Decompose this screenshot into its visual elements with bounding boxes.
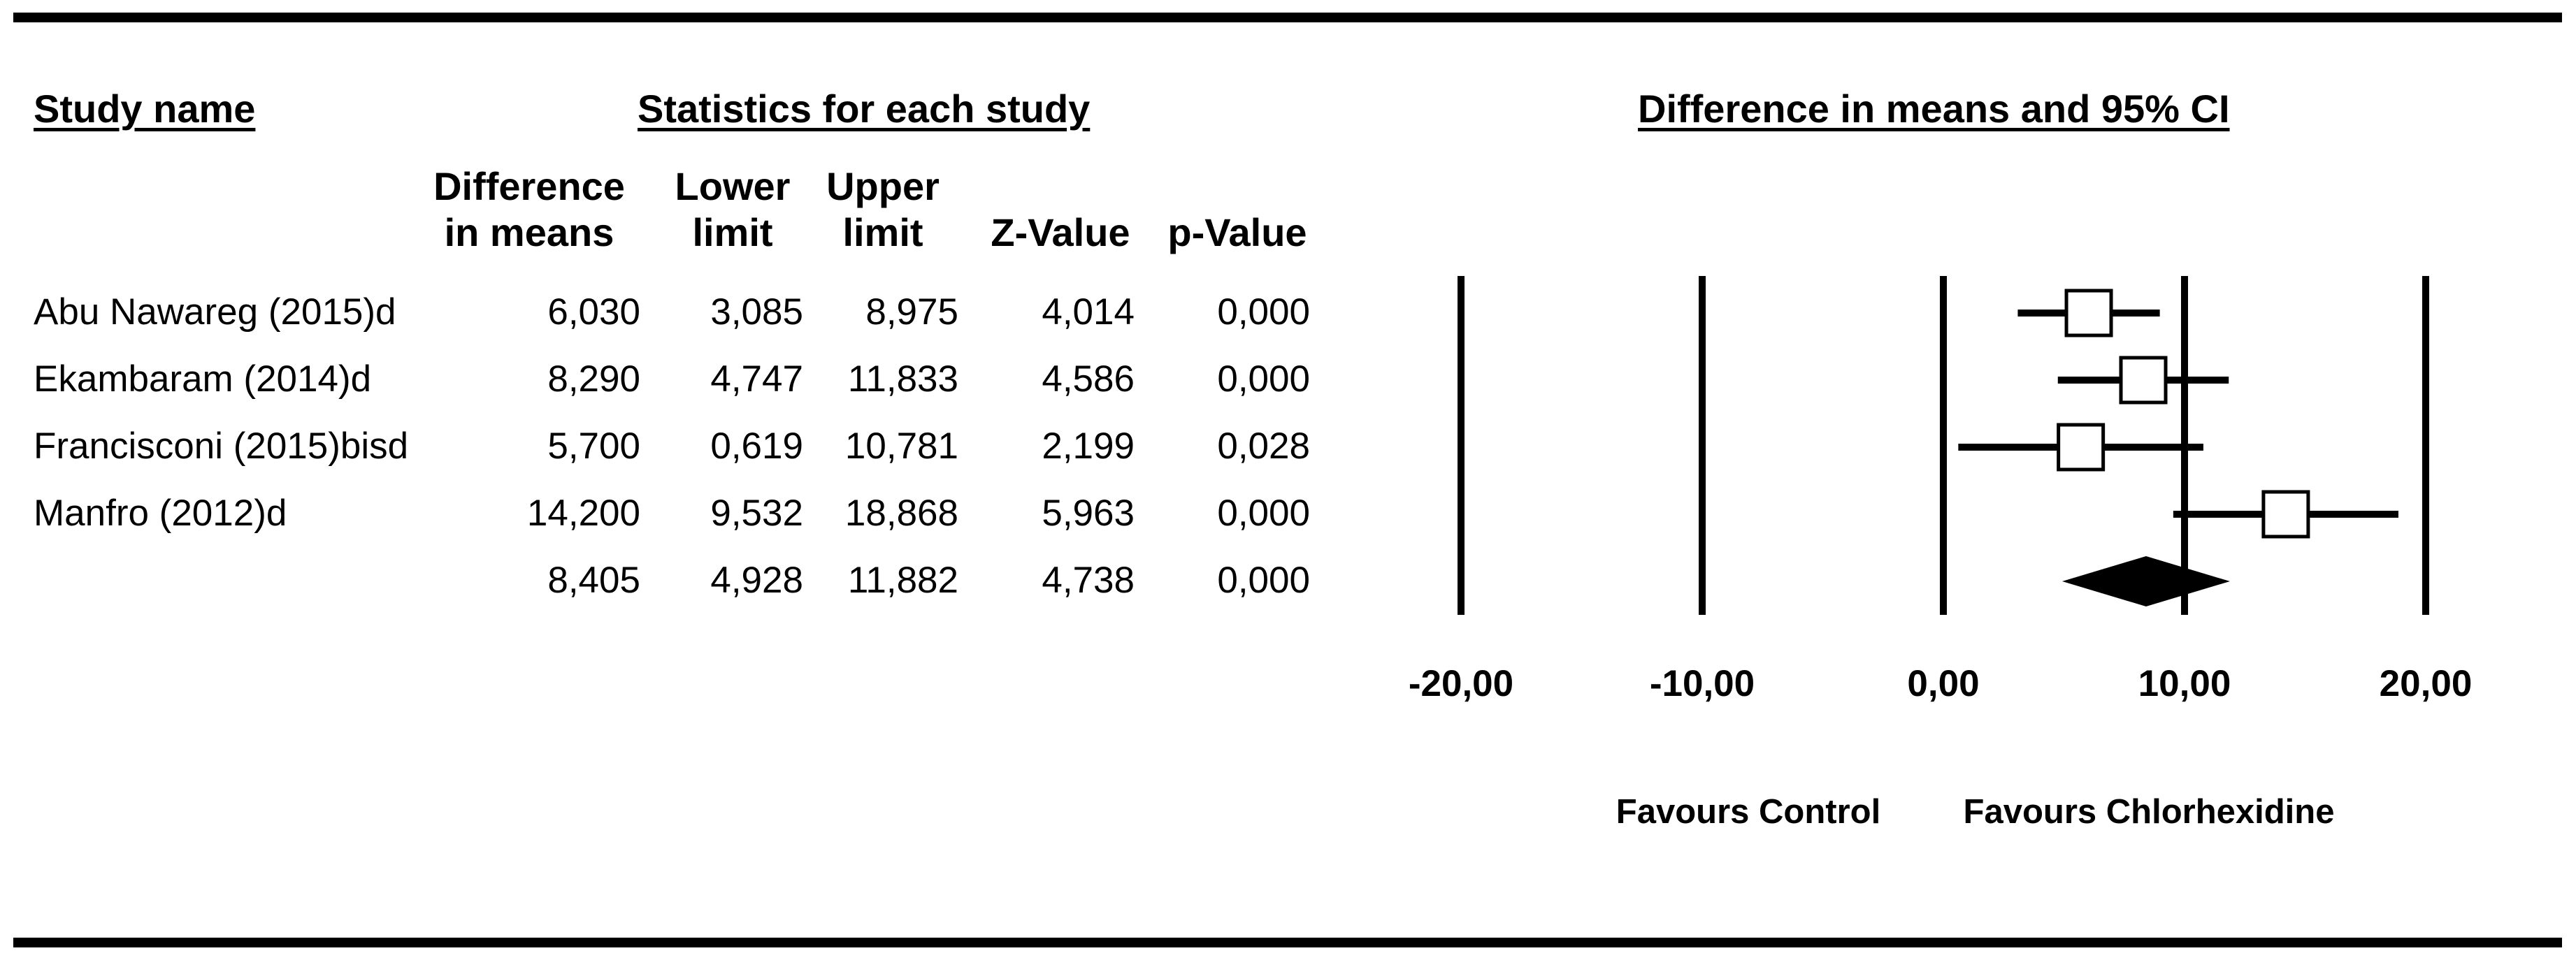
bottom-rule	[13, 938, 2562, 947]
column-header-line2: limit	[842, 210, 923, 254]
cell-diff: 8,290	[547, 358, 640, 400]
x-tick-label: 10,00	[2138, 663, 2231, 704]
axis-lines	[1458, 276, 2429, 615]
column-header-upper: Upper limit	[743, 163, 1023, 256]
cell-p: 0,000	[1217, 358, 1310, 400]
column-header-lower: Lower limit	[593, 163, 872, 256]
cell-p: 0,000	[1217, 291, 1310, 333]
cell-upper: 10,781	[844, 426, 958, 467]
column-header-line2: Z-Value	[991, 210, 1130, 254]
column-header-p: p-Value	[1098, 163, 1377, 256]
cell-p: 0,000	[1217, 493, 1310, 534]
point-estimate-2	[2057, 423, 2106, 472]
cell-diff: 6,030	[547, 291, 640, 333]
cell-diff: 8,405	[547, 560, 640, 601]
study-name: Manfro (2012)d	[34, 493, 287, 534]
x-tick-label: 20,00	[2379, 663, 2473, 704]
cell-lower: 0,619	[710, 426, 803, 467]
cell-z: 4,586	[1042, 358, 1135, 400]
cell-p: 0,000	[1217, 560, 1310, 601]
cell-upper: 8,975	[865, 291, 958, 333]
cell-z: 4,014	[1042, 291, 1135, 333]
top-rule	[13, 13, 2562, 22]
cell-upper: 11,882	[847, 560, 958, 601]
column-header-line2: in means	[444, 210, 614, 254]
cell-z: 4,738	[1042, 560, 1135, 601]
x-tick-label: 0,00	[1907, 663, 1980, 704]
cell-p: 0,028	[1217, 426, 1310, 467]
point-estimate-1	[2119, 356, 2168, 405]
study-name-header: Study name	[34, 87, 256, 131]
summary-diamond	[2062, 556, 2230, 606]
column-header-z: Z-Value	[921, 163, 1200, 256]
study-name: Ekambaram (2014)d	[34, 358, 372, 400]
column-header-diff: Difference in means	[389, 163, 669, 256]
cell-lower: 9,532	[710, 493, 803, 534]
cell-diff: 5,700	[547, 426, 640, 467]
cell-upper: 18,868	[844, 493, 958, 534]
cell-z: 5,963	[1042, 493, 1135, 534]
column-header-line1: Difference	[433, 164, 625, 208]
cell-lower: 4,928	[710, 560, 803, 601]
cell-lower: 4,747	[710, 358, 803, 400]
favours-control-label: Favours Control	[1616, 793, 1881, 831]
x-tick-label: -10,00	[1649, 663, 1755, 704]
point-estimate-3	[2261, 490, 2310, 539]
column-header-line1: Upper	[826, 164, 940, 208]
column-header-line2: limit	[692, 210, 773, 254]
study-name: Francisconi (2015)bisd	[34, 426, 409, 467]
column-header-line1: Lower	[675, 164, 791, 208]
study-name: Abu Nawareg (2015)d	[34, 291, 396, 333]
plot-title: Difference in means and 95% CI	[1638, 87, 2230, 131]
statistics-header: Statistics for each study	[638, 87, 1091, 131]
favours-chlorhexidine-label: Favours Chlorhexidine	[1963, 793, 2335, 831]
x-tick-label: -20,00	[1408, 663, 1514, 704]
cell-lower: 3,085	[710, 291, 803, 333]
cell-upper: 11,833	[847, 358, 958, 400]
column-header-line2: p-Value	[1167, 210, 1307, 254]
cell-diff: 14,200	[526, 493, 640, 534]
cell-z: 2,199	[1042, 426, 1135, 467]
plot-marks	[1958, 289, 2398, 606]
point-estimate-0	[2064, 289, 2113, 337]
